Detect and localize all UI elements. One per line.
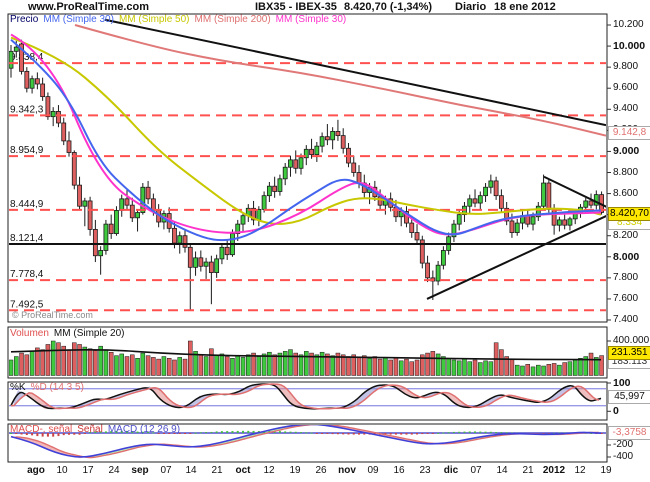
price-legend: Precio MM (Simple 30) MM (Simple 50) MM (Si… xyxy=(10,14,351,25)
legend-item: Volumen xyxy=(10,328,49,339)
macd-panel xyxy=(7,423,608,463)
stoch-chart-area xyxy=(9,383,606,410)
x-axis-label: nov xyxy=(338,465,356,476)
x-axis-label: 16 xyxy=(393,465,405,476)
price-axis-tick: 9.000 xyxy=(613,145,640,158)
price-value-badge: 9.142,8 xyxy=(608,126,650,140)
macd-value-badge: -3,3758 xyxy=(608,426,650,440)
stoch-axis-tick: 0 xyxy=(613,405,619,418)
x-axis-label: 21 xyxy=(522,465,534,476)
x-axis-label: 2012 xyxy=(542,465,566,476)
stoch-legend: %K %D (14 3 5) xyxy=(10,382,89,393)
triangulo-descendente[interactable] xyxy=(543,175,616,212)
resistencia-bajista[interactable] xyxy=(104,18,606,127)
price-axis-tick: 8.800 xyxy=(613,166,639,178)
price-axis-tick: 8.200 xyxy=(613,229,639,241)
ma-line xyxy=(10,36,602,225)
price-axis-tick: 9.800 xyxy=(613,61,639,73)
x-axis-label: dic xyxy=(443,465,459,476)
volume-legend: Volumen MM (Simple 20) xyxy=(10,328,130,339)
timeframe-label[interactable]: Diario xyxy=(455,1,487,13)
x-axis-label: ago xyxy=(27,465,45,476)
volume-chart-area xyxy=(9,340,604,376)
copyright-label: © ProRealTime.com xyxy=(12,310,93,320)
volume-panel xyxy=(7,326,608,379)
x-axis-label: sep xyxy=(131,465,149,476)
x-axis-label: 14 xyxy=(185,465,197,476)
price-axis-tick: 9.400 xyxy=(613,103,639,115)
macd-axis-tick: -400 xyxy=(613,451,634,462)
x-axis-label: 12 xyxy=(574,465,586,476)
x-axis-label: 17 xyxy=(82,465,94,476)
site-link[interactable]: www.ProRealTime.com xyxy=(28,1,150,13)
level-label: 8.954,9 xyxy=(10,145,44,156)
stoch-axis-tick: 100 xyxy=(613,377,631,389)
price-axis-tick: 8.000 xyxy=(613,250,640,263)
price-axis-tick: 7.400 xyxy=(613,314,639,325)
legend-item: MM (Simple 50) xyxy=(118,14,190,25)
level-label: 8.444,9 xyxy=(10,199,44,210)
legend-item: MACD (12 26 9) xyxy=(107,424,181,435)
x-axis-label: 26 xyxy=(315,465,327,476)
ma-line xyxy=(10,33,602,236)
ma-line xyxy=(10,39,602,242)
x-axis-label: 21 xyxy=(211,465,223,476)
triangulo-ascendente[interactable] xyxy=(426,211,616,300)
x-axis-label: 19 xyxy=(600,465,612,476)
level-label: 7.492,5 xyxy=(10,299,44,310)
legend-item: MM (Simple 30) xyxy=(275,14,347,25)
x-axis-label: 07 xyxy=(470,465,482,476)
ma-line xyxy=(74,24,606,137)
x-axis-label: 23 xyxy=(419,465,431,476)
x-axis-label: 24 xyxy=(108,465,120,476)
legend-item: %D (14 3 5) xyxy=(30,382,84,393)
legend-item: MM (Simple 200) xyxy=(194,14,271,25)
price-axis-tick: 10.000 xyxy=(613,40,646,53)
price-axis-tick: 7.600 xyxy=(613,292,639,304)
level-label: 9.838,4 xyxy=(10,52,44,63)
x-axis-label: 14 xyxy=(496,465,508,476)
price-chart-area[interactable]: 9.838,4 9.342,3 8.954,9 8.444,9 8.121,4 7.778… xyxy=(8,18,616,312)
volume-axis-tick: 400.000 xyxy=(613,335,650,346)
legend-item: MM (Simple 30) xyxy=(43,14,114,25)
date-label: 18 ene 2012 xyxy=(494,1,556,13)
legend-item: Señal xyxy=(77,424,103,435)
x-axis-label: 10 xyxy=(56,465,68,476)
price-axis-tick: 9.600 xyxy=(613,82,639,94)
price-axis-tick: 10.200 xyxy=(613,19,644,30)
legend-item: MM (Simple 20) xyxy=(53,328,125,339)
level-label: 8.121,4 xyxy=(10,233,44,244)
x-axis-label: 07 xyxy=(160,465,172,476)
legend-item: Precio xyxy=(10,14,39,25)
last-price-change: 8.420,70 (-1,34%) xyxy=(344,1,433,13)
level-label: 9.342,3 xyxy=(10,104,44,115)
legend-item: %K xyxy=(10,382,26,393)
price-value-badge: 8.420,70 xyxy=(608,207,650,221)
stoch-value-badge: 45,997 xyxy=(608,390,650,404)
price-axis-tick: 7.800 xyxy=(613,271,639,283)
symbol-title: IBX35 - IBEX-35 xyxy=(255,1,337,13)
macd-chart-area xyxy=(9,425,606,459)
x-axis-label: oct xyxy=(235,465,251,476)
x-axis-label: 09 xyxy=(367,465,379,476)
x-axis-label: 12 xyxy=(263,465,275,476)
price-panel xyxy=(7,13,608,323)
x-axis-label: 19 xyxy=(289,465,301,476)
price-axis-tick: 8.600 xyxy=(613,187,639,199)
macd-legend: MACD-, señal Señal MACD (12 26 9) xyxy=(10,424,185,435)
stoch-panel xyxy=(7,381,608,421)
volume-value-badge: 231.351 xyxy=(608,346,650,360)
legend-item: MACD-, señal xyxy=(10,424,73,435)
level-label: 7.778,4 xyxy=(10,269,44,280)
macd-axis-tick: -200 xyxy=(613,439,634,450)
